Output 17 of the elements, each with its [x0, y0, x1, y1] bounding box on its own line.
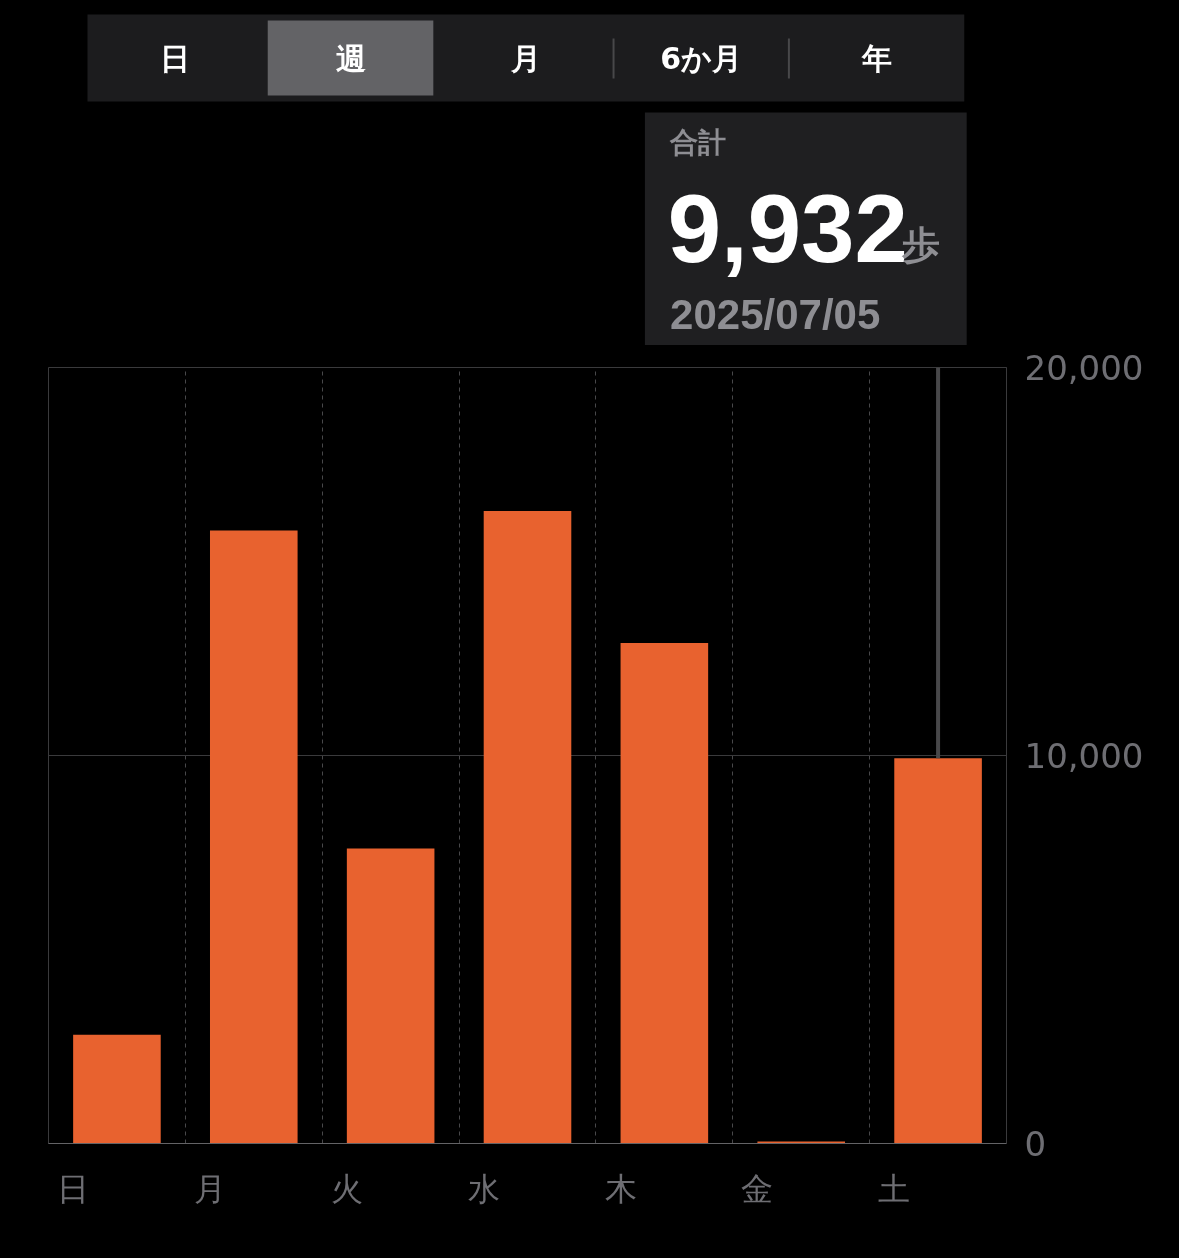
text: 2025/07/05	[670, 291, 881, 338]
y-tick-label: 20,000	[1024, 348, 1144, 388]
y-tick-label: 0	[1024, 1124, 1047, 1164]
x-tick-label: 土	[878, 1169, 911, 1208]
text: 年	[860, 41, 892, 76]
x-tick-label: 月	[193, 1169, 226, 1208]
text: 週	[335, 41, 366, 76]
x-tick-label: 木	[604, 1169, 637, 1208]
text: 月	[509, 41, 541, 76]
text: 合計	[669, 126, 727, 159]
x-tick-label: 金	[741, 1169, 774, 1208]
text: 6か月	[660, 41, 743, 76]
x-tick-label: 火	[330, 1169, 363, 1208]
y-tick-label: 10,000	[1024, 736, 1144, 776]
text: 日	[160, 41, 191, 76]
x-tick-label: 水	[467, 1169, 500, 1208]
x-tick-label: 日	[57, 1169, 90, 1208]
